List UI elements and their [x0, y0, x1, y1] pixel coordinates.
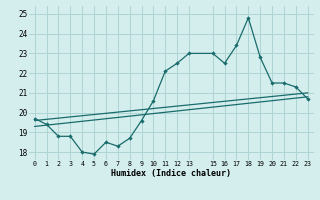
X-axis label: Humidex (Indice chaleur): Humidex (Indice chaleur) [111, 169, 231, 178]
